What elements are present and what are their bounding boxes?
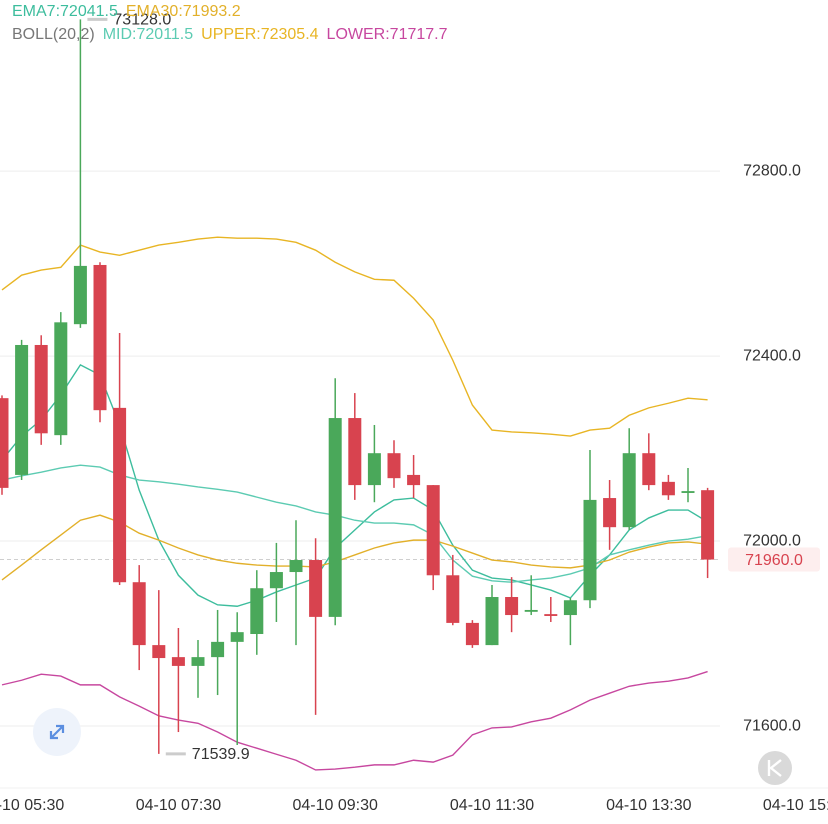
candle-body xyxy=(426,485,440,576)
candle-body xyxy=(485,597,499,646)
candle-body xyxy=(15,344,29,475)
plot: 71600.0 72000.0 72400.0 72800.0 04-10 05:30 0… xyxy=(0,12,828,814)
last-price-tag xyxy=(728,547,820,572)
legend-entry: EMA30:71993.2 xyxy=(126,3,241,20)
candle-body xyxy=(446,575,460,623)
indicator-line xyxy=(1,514,708,581)
candle-body xyxy=(524,609,538,612)
candle-body xyxy=(407,474,421,486)
candle-body xyxy=(250,588,264,635)
candle-body xyxy=(289,560,303,573)
candle-body xyxy=(563,600,577,616)
candle-body xyxy=(0,398,9,488)
candle-body xyxy=(701,490,715,560)
candle-body xyxy=(191,657,205,666)
y-tick-label: 71600.0 xyxy=(743,717,801,734)
x-tick-label: 04-10 13:30 xyxy=(606,797,692,814)
y-tick-label: 72000.0 xyxy=(743,532,801,549)
legend-entry: UPPER:72305.4 xyxy=(201,26,319,43)
expand-button[interactable] xyxy=(33,708,81,756)
candle-body xyxy=(73,265,87,325)
candle-body xyxy=(622,453,636,528)
candle-body xyxy=(642,453,656,486)
candle-body xyxy=(54,322,68,436)
legend-entry: LOWER:71717.7 xyxy=(327,26,448,43)
candle-body xyxy=(152,645,166,659)
kline-icon xyxy=(767,759,782,777)
y-tick-label: 72400.0 xyxy=(743,347,801,364)
min-label: 71539.9 xyxy=(192,746,250,763)
candle-body xyxy=(328,418,342,617)
x-tick-label: 04-10 11:30 xyxy=(450,797,534,814)
last-price-label: 71960.0 xyxy=(745,552,803,569)
candle-body xyxy=(93,264,107,411)
x-tick-label: 04-10 15:30 xyxy=(763,797,828,814)
expand-icon xyxy=(49,724,65,740)
candle-body xyxy=(367,453,381,486)
indicator-line xyxy=(1,670,708,771)
candle-body xyxy=(348,418,362,486)
candle-body xyxy=(681,491,695,493)
x-tick-label: 04-10 07:30 xyxy=(136,797,222,814)
indicator-line xyxy=(1,236,708,437)
candle-body xyxy=(465,622,479,646)
max-label: 73128.0 xyxy=(113,12,171,29)
candle-body xyxy=(269,572,283,589)
candle-body xyxy=(505,597,519,616)
candle-body xyxy=(583,499,597,601)
x-tick-label: 04-10 09:30 xyxy=(292,797,378,814)
legend-entry: MID:72011.5 xyxy=(103,26,194,43)
candle-body xyxy=(309,560,323,617)
candle-body xyxy=(661,481,675,496)
candle-body xyxy=(211,641,225,658)
candle-body xyxy=(34,344,48,434)
legend-group-label: BOLL(20,2) xyxy=(12,26,95,43)
candle-body xyxy=(387,453,401,479)
legend-entry: EMA7:72041.5 xyxy=(12,3,118,20)
candle-body xyxy=(113,407,127,583)
kline-button-bg xyxy=(758,751,792,785)
y-tick-label: 72800.0 xyxy=(743,162,801,179)
candle-body xyxy=(603,498,617,528)
candle-body xyxy=(171,657,185,666)
candle-body xyxy=(132,582,146,646)
candle-body xyxy=(544,614,558,616)
kline-button[interactable] xyxy=(758,751,792,785)
x-tick-label: 04-10 05:30 xyxy=(0,797,64,814)
candle-body xyxy=(230,632,244,642)
